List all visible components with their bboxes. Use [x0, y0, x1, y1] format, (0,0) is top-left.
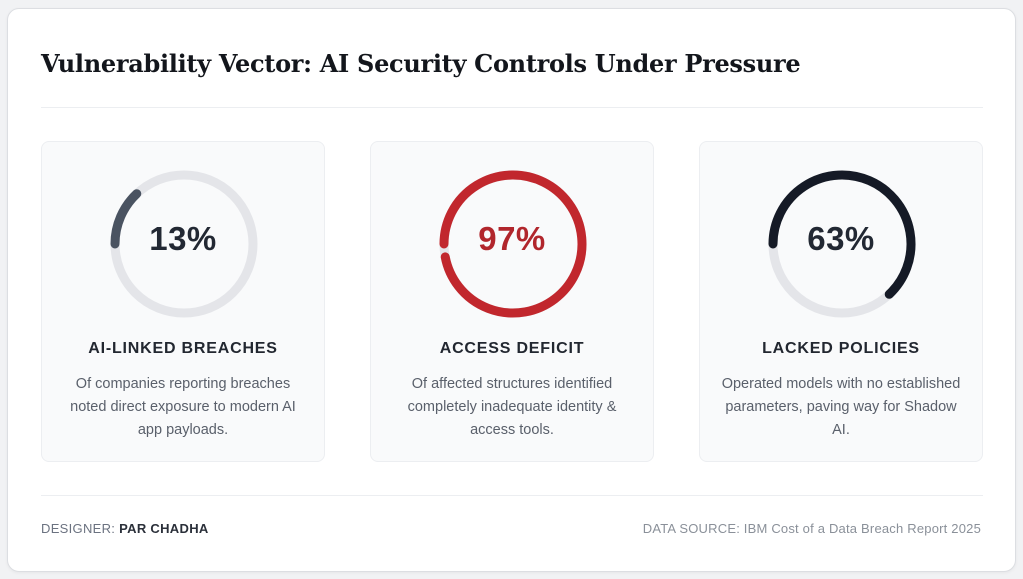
donut-chart	[110, 170, 258, 318]
donut-chart	[439, 170, 587, 318]
page-title: Vulnerability Vector: AI Security Contro…	[41, 49, 801, 78]
stat-label: ACCESS DEFICIT	[439, 340, 585, 357]
designer-name: PAR CHADHA	[119, 521, 209, 536]
stat-value: 97%	[478, 220, 546, 257]
designer-credit: DESIGNER: PAR CHADHA	[41, 521, 209, 536]
footer-divider	[41, 495, 983, 496]
donut-arc	[110, 189, 142, 249]
stat-description: Operated models with no established para…	[721, 376, 961, 438]
stat-description: Of affected structures identified comple…	[407, 376, 617, 438]
stat-label: AI-LINKED BREACHES	[88, 340, 278, 357]
stat-value: 63%	[807, 220, 875, 257]
title-divider	[41, 107, 983, 108]
donut-chart	[768, 170, 916, 318]
stat-label: LACKED POLICIES	[762, 340, 920, 357]
stat-description: Of companies reporting breaches noted di…	[70, 376, 296, 438]
donut-arc	[768, 170, 916, 299]
stats-row: 13% AI-LINKED BREACHES Of companies repo…	[41, 141, 983, 462]
infographic-card: Vulnerability Vector: AI Security Contro…	[7, 8, 1016, 572]
data-source: DATA SOURCE: IBM Cost of a Data Breach R…	[642, 521, 981, 536]
donut-arc	[439, 170, 587, 318]
stat-value: 13%	[149, 220, 217, 257]
stat-card-ai-linked-breaches: 13% AI-LINKED BREACHES Of companies repo…	[41, 141, 325, 462]
designer-label: DESIGNER:	[41, 521, 116, 536]
stat-card-access-deficit: 97% ACCESS DEFICIT Of affected structure…	[370, 141, 654, 462]
stat-card-lacked-policies: 63% LACKED POLICIES Operated models with…	[699, 141, 983, 462]
